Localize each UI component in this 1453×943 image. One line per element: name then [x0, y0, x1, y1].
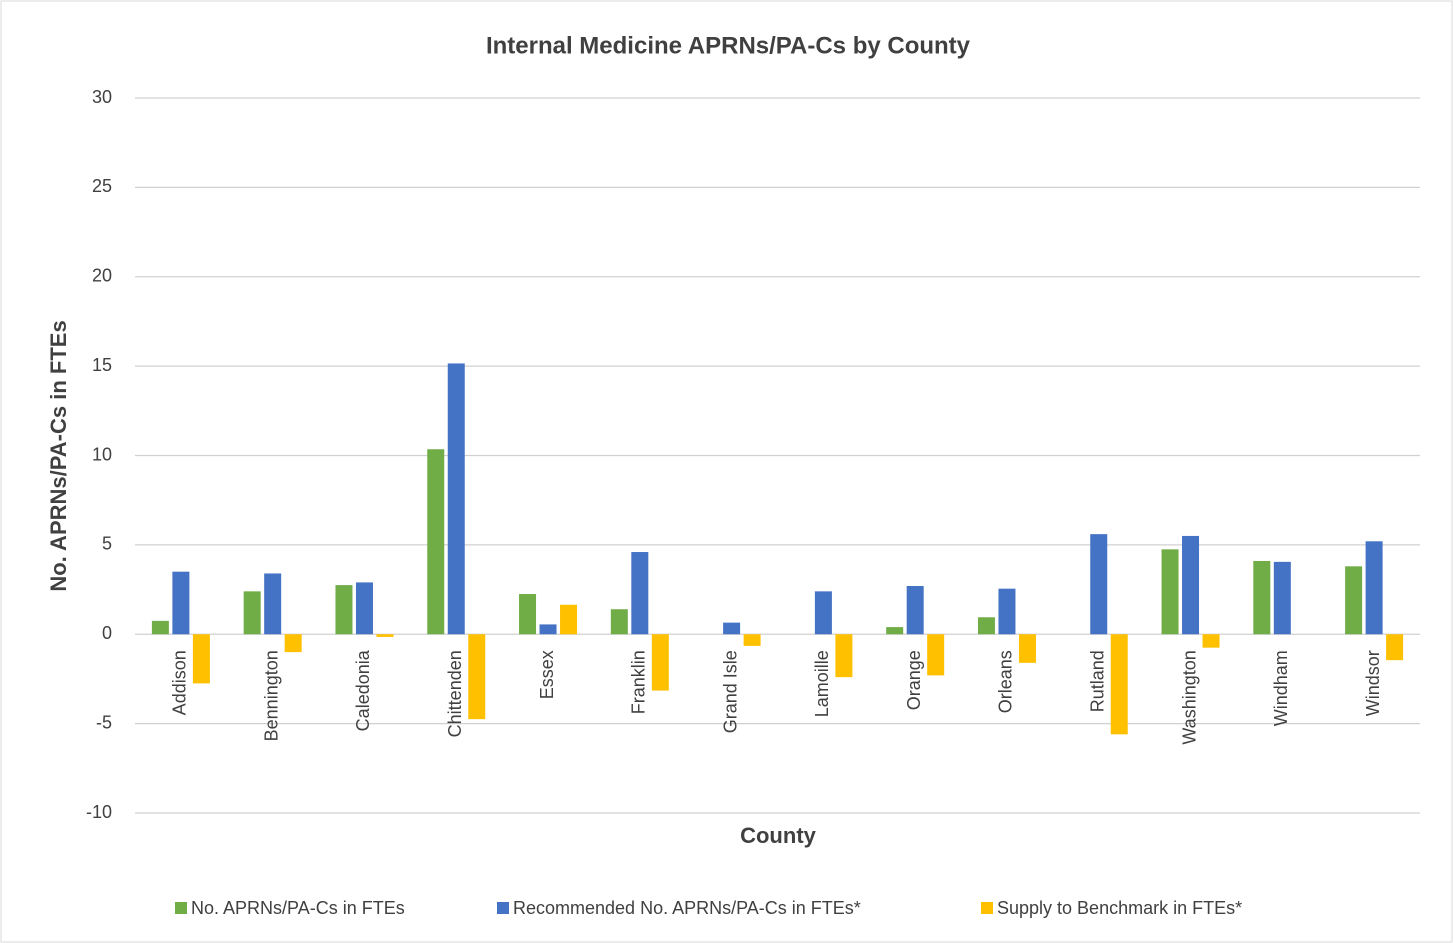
bar — [1386, 634, 1404, 661]
bar — [610, 609, 628, 635]
legend-swatch — [981, 902, 993, 914]
y-tick-label: 10 — [92, 444, 112, 464]
x-tick-label: Essex — [537, 650, 557, 699]
bar — [1090, 534, 1108, 635]
x-tick-label: Orange — [904, 650, 924, 710]
bar — [1161, 549, 1179, 635]
x-tick-label: Windsor — [1363, 650, 1383, 716]
bar — [468, 634, 486, 720]
y-tick-label: -5 — [96, 712, 112, 732]
bar — [977, 617, 995, 635]
bar — [192, 634, 210, 684]
bar — [376, 634, 394, 637]
bar — [243, 591, 261, 635]
x-tick-label: Orleans — [996, 650, 1016, 713]
x-tick-label: Addison — [170, 650, 190, 715]
bar — [1365, 541, 1383, 635]
y-tick-label: -10 — [86, 802, 112, 822]
y-tick-label: 25 — [92, 176, 112, 196]
bar — [519, 594, 537, 635]
x-tick-label: Rutland — [1088, 650, 1108, 712]
bar — [886, 627, 904, 635]
bar — [1202, 634, 1220, 648]
legend-swatch — [175, 902, 187, 914]
bar — [172, 571, 190, 635]
x-tick-label: Grand Isle — [720, 650, 740, 733]
bar — [998, 588, 1016, 635]
bar — [284, 634, 302, 653]
bar — [1273, 561, 1291, 635]
bar — [1345, 566, 1363, 635]
x-tick-label: Lamoille — [812, 650, 832, 717]
chart-title: Internal Medicine APRNs/PA-Cs by County — [486, 32, 971, 59]
bar — [335, 585, 353, 635]
x-tick-label: Washington — [1179, 650, 1199, 744]
bar — [1182, 535, 1200, 635]
x-axis-label: County — [740, 823, 817, 848]
legend-label: Supply to Benchmark in FTEs* — [997, 898, 1242, 918]
bar — [427, 449, 445, 635]
y-tick-label: 15 — [92, 355, 112, 375]
y-tick-label: 5 — [102, 534, 112, 554]
x-tick-label: Chittenden — [445, 650, 465, 737]
bar — [1253, 560, 1271, 635]
legend-swatch — [497, 902, 509, 914]
x-tick-label: Franklin — [629, 650, 649, 714]
x-tick-label: Windham — [1271, 650, 1291, 726]
bar — [927, 634, 945, 676]
y-axis-label: No. APRNs/PA-Cs in FTEs — [46, 320, 71, 591]
bar — [539, 624, 557, 635]
y-tick-label: 0 — [102, 623, 112, 643]
bar — [631, 552, 649, 635]
bar — [651, 634, 669, 691]
bar — [743, 634, 761, 646]
bar — [835, 634, 853, 678]
x-tick-label: Caledonia — [353, 649, 373, 731]
bar — [906, 585, 924, 635]
bar — [1018, 634, 1036, 663]
legend-label: Recommended No. APRNs/PA-Cs in FTEs* — [513, 898, 861, 918]
bar — [560, 604, 578, 635]
legend-label: No. APRNs/PA-Cs in FTEs — [191, 898, 405, 918]
x-tick-label: Bennington — [261, 650, 281, 741]
bar — [1110, 634, 1128, 735]
bar — [151, 620, 169, 635]
bar — [447, 363, 465, 635]
y-tick-label: 30 — [92, 87, 112, 107]
bar — [814, 591, 832, 635]
bar — [264, 573, 282, 635]
bar — [723, 622, 741, 635]
y-tick-label: 20 — [92, 266, 112, 286]
bar — [355, 582, 373, 635]
